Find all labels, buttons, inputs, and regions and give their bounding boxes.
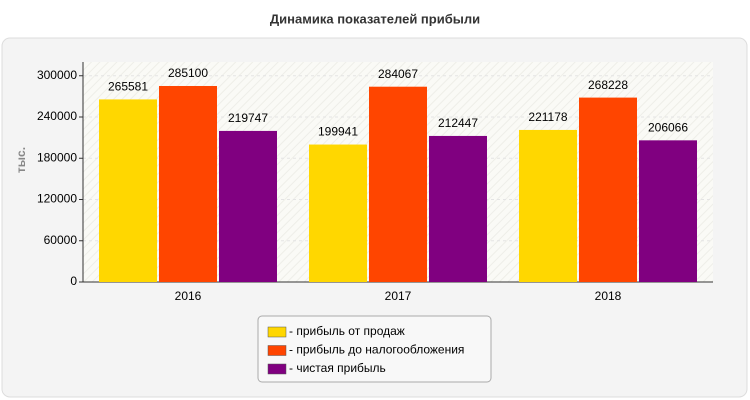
- bar: [429, 135, 487, 282]
- legend-swatch: [267, 326, 287, 338]
- legend-label: - прибыль до налогообложения: [289, 343, 464, 357]
- data-label: 265581: [108, 80, 148, 94]
- data-label: 206066: [648, 121, 688, 135]
- x-tick-label: 2018: [595, 289, 622, 303]
- bar: [519, 129, 577, 282]
- y-tick-label: 300000: [37, 68, 77, 82]
- y-tick-label: 180000: [37, 150, 77, 164]
- bar: [369, 86, 427, 282]
- x-tick-label: 2016: [175, 289, 202, 303]
- y-tick-label: 0: [70, 274, 77, 288]
- data-label: 268228: [588, 78, 628, 92]
- data-label: 212447: [438, 116, 478, 130]
- data-label: 219747: [228, 111, 268, 125]
- legend-label: - чистая прибыль: [289, 361, 386, 375]
- bar: [639, 140, 697, 282]
- data-label: 284067: [378, 67, 418, 81]
- bar: [309, 144, 367, 282]
- data-label: 221178: [528, 110, 567, 124]
- bar: [219, 130, 277, 282]
- data-label: 285100: [168, 66, 208, 80]
- y-axis-label: тыс.: [14, 147, 28, 173]
- legend-swatch: [267, 345, 287, 356]
- bar: [99, 99, 157, 283]
- legend-swatch: [267, 363, 287, 375]
- bar: [579, 97, 637, 282]
- y-tick-label: 60000: [44, 233, 78, 247]
- bar: [159, 85, 217, 283]
- legend: [257, 315, 492, 383]
- chart-title: Динамика показателей прибыли: [270, 11, 480, 26]
- y-tick-label: 120000: [37, 192, 77, 206]
- y-tick-label: 240000: [37, 109, 77, 123]
- x-tick-label: 2017: [385, 289, 412, 303]
- data-label: 199941: [318, 125, 358, 139]
- legend-label: - прибыль от продаж: [289, 324, 405, 338]
